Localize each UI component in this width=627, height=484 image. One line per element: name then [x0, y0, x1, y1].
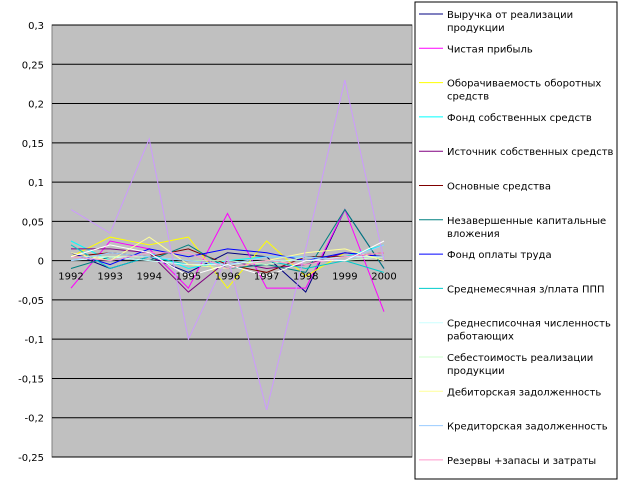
- y-tick-label: -0,2: [24, 414, 44, 425]
- x-tick-label: 2000: [371, 272, 396, 283]
- legend-label: Кредиторская задолженность: [447, 422, 608, 433]
- legend-item: Резервы +запасы и затраты: [419, 456, 596, 467]
- legend-label: Выручка от реализации продукции: [447, 10, 573, 34]
- x-tick-label: 1993: [97, 272, 122, 283]
- legend: Выручка от реализации продукции Чистая при…: [414, 1, 618, 480]
- x-axis-tick-labels: 1992 1993 1994 1995 1996 1997 1998 1999 2000: [58, 272, 396, 283]
- series-line: [70, 208, 385, 312]
- series-line: [70, 248, 385, 266]
- legend-item: Среднесписочная численность работающих: [419, 319, 611, 343]
- legend-item: Источник собственных средств: [419, 147, 614, 158]
- y-tick-label: 0,15: [22, 139, 44, 150]
- series-lines: [70, 79, 385, 410]
- y-tick-label: -0,25: [18, 453, 44, 464]
- y-axis-tick-labels: 0,3 0,25 0,2 0,15 0,1 0,05 0 -0,05 -0,1 -0,15 -0,2…: [18, 21, 44, 464]
- legend-label: Основные средства: [447, 182, 551, 193]
- plot-background: [51, 24, 413, 458]
- y-tick-label: -0,15: [18, 374, 44, 385]
- x-tick-label: 1998: [293, 272, 318, 283]
- legend-label: Себестоимость реализации продукции: [447, 353, 593, 377]
- legend-item: Выручка от реализации продукции: [419, 10, 573, 34]
- x-tick-label: 1997: [254, 272, 279, 283]
- y-tick-label: -0,1: [24, 335, 44, 346]
- x-tick-label: 1992: [58, 272, 83, 283]
- y-tick-label: -0,05: [18, 296, 44, 307]
- legend-item: Фонд собственных средств: [419, 113, 592, 124]
- legend-item: Кредиторская задолженность: [419, 422, 608, 433]
- legend-item: Чистая прибыль: [419, 44, 533, 55]
- legend-label: Дебиторская задолженность: [447, 387, 601, 398]
- legend-label: Среднемесячная з/плата ППП: [447, 284, 605, 295]
- y-tick-label: 0,05: [22, 217, 44, 228]
- y-tick-label: 0,2: [28, 100, 44, 111]
- legend-label: Фонд собственных средств: [447, 113, 592, 124]
- legend-label: Чистая прибыль: [447, 44, 533, 55]
- plot-area: 0,3 0,25 0,2 0,15 0,1 0,05 0 -0,05 -0,1 -0,15 -0,2…: [18, 21, 413, 464]
- legend-label: Оборачиваемость оборотных средств: [447, 79, 601, 103]
- y-tick-label: 0,3: [28, 21, 44, 32]
- series-line: [70, 79, 385, 410]
- legend-label: Резервы +запасы и затраты: [447, 456, 596, 467]
- legend-item: Основные средства: [419, 182, 551, 193]
- legend-label: Фонд оплаты труда: [447, 250, 552, 261]
- x-tick-label: 1999: [332, 272, 357, 283]
- legend-box: [414, 1, 618, 480]
- legend-label: Источник собственных средств: [447, 147, 614, 158]
- y-tick-label: 0,1: [28, 178, 44, 189]
- legend-item: Дебиторская задолженность: [419, 387, 601, 398]
- series-line: [70, 240, 385, 277]
- legend-item: Среднемесячная з/плата ППП: [419, 284, 605, 295]
- series-line: [70, 252, 385, 270]
- legend-label: Незавершенные капитальные вложения: [447, 216, 606, 240]
- y-tick-label: 0,25: [22, 60, 44, 71]
- legend-item: Оборачиваемость оборотных средств: [419, 79, 601, 103]
- y-tick-label: 0: [38, 257, 44, 268]
- x-tick-label: 1994: [137, 272, 162, 283]
- legend-label: Среднесписочная численность работающих: [447, 319, 611, 343]
- legend-item: Фонд оплаты труда: [419, 250, 552, 261]
- legend-item: Себестоимость реализации продукции: [419, 353, 593, 377]
- legend-item: Незавершенные капитальные вложения: [419, 216, 606, 240]
- x-tick-label: 1995: [176, 272, 201, 283]
- x-tick-label: 1996: [215, 272, 240, 283]
